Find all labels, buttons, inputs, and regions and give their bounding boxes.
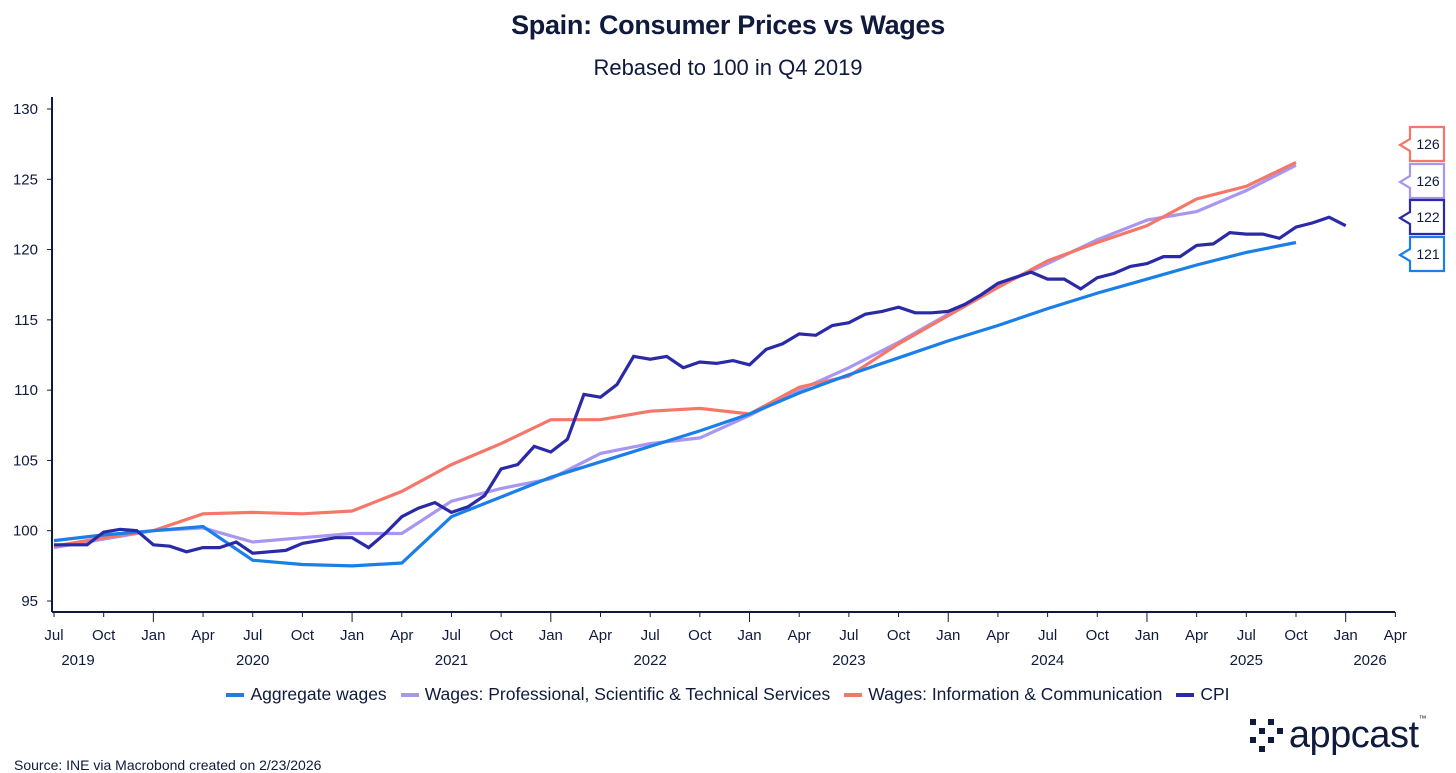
series-line-wages-professional-scientific-technical-services: [53, 163, 1297, 550]
end-label-box: [1397, 198, 1446, 236]
x-tick-label: Jul: [1038, 627, 1057, 644]
end-label-box: [1397, 162, 1446, 200]
end-label-box: [1397, 125, 1446, 163]
series-lines: [53, 160, 1347, 568]
legend-item-info-comm-wages: Wages: Information & Communication: [844, 684, 1162, 705]
x-tick-label: Jan: [737, 627, 761, 644]
y-tick-label: 100: [13, 523, 38, 540]
x-tick-label: Jan: [936, 627, 960, 644]
legend-swatch: [844, 692, 863, 697]
logo-trademark: ™: [1418, 714, 1427, 723]
x-tick-label: Jan: [1334, 627, 1358, 644]
legend-item-aggregate-wages: Aggregate wages: [226, 684, 387, 705]
logo-text: appcast™: [1288, 714, 1427, 757]
legend-swatch: [226, 692, 245, 697]
y-tick-label: 105: [13, 452, 38, 469]
x-tick-label: Apr: [1185, 627, 1208, 644]
x-tick-label: Jul: [1237, 627, 1256, 644]
logo-dots-icon: [1249, 719, 1283, 752]
end-label-value: 122: [1416, 209, 1440, 225]
legend-item-professional-wages: Wages: Professional, Scientific & Techni…: [400, 684, 831, 705]
x-tick-label: Jul: [442, 627, 461, 644]
end-label-value: 126: [1416, 136, 1440, 152]
legend-label: Aggregate wages: [250, 684, 387, 704]
x-tick-label: Jul: [243, 627, 262, 644]
appcast-logo: appcast™: [1249, 714, 1427, 757]
x-tick-label: Jan: [1135, 627, 1159, 644]
legend-label: Wages: Professional, Scientific & Techni…: [424, 684, 831, 704]
x-year-label: 2021: [435, 652, 468, 669]
x-tick-label: Apr: [986, 627, 1009, 644]
y-tick-label: 125: [13, 171, 38, 188]
x-tick-label: Apr: [191, 627, 214, 644]
x-tick-label: Apr: [1384, 627, 1407, 644]
x-year-label: 2020: [236, 652, 269, 669]
legend-swatch: [400, 692, 419, 697]
logo-wordmark: appcast: [1288, 714, 1419, 756]
legend: Aggregate wages Wages: Professional, Sci…: [0, 684, 1456, 705]
y-tick-label: 115: [14, 312, 38, 329]
axes: 95 100 105 110 115 120 125 130 Jul Oct Jan Apr Jul Oc…: [13, 97, 1407, 669]
y-tick-label: 130: [13, 101, 38, 118]
y-tick-label: 120: [13, 242, 38, 259]
legend-label: CPI: [1200, 684, 1230, 704]
end-label-value: 126: [1416, 173, 1440, 189]
series-line-aggregate-wages: [53, 240, 1297, 568]
x-tick-label: Jul: [641, 627, 660, 644]
legend-label: Wages: Information & Communication: [868, 684, 1163, 704]
x-tick-label: Jul: [839, 627, 858, 644]
x-tick-label: Apr: [589, 627, 612, 644]
end-labels: 126 126 122 121: [1397, 125, 1446, 273]
chart-subtitle: Rebased to 100 in Q4 2019: [593, 55, 863, 80]
legend-item-cpi: CPI: [1176, 684, 1230, 705]
x-year-label: 2022: [633, 652, 666, 669]
chart-title: Spain: Consumer Prices vs Wages: [511, 10, 945, 40]
x-tick-label: Oct: [92, 627, 116, 644]
x-tick-label: Apr: [390, 627, 413, 644]
x-tick-label: Jan: [340, 627, 364, 644]
end-label-value: 121: [1416, 246, 1440, 262]
x-tick-label: Oct: [688, 627, 712, 644]
x-tick-label: Oct: [1086, 627, 1110, 644]
x-tick-label: Oct: [1284, 627, 1308, 644]
legend-swatch: [1176, 692, 1195, 697]
source-note: Source: INE via Macrobond created on 2/2…: [14, 757, 322, 773]
end-label-box: [1397, 235, 1446, 273]
x-tick-label: Jan: [141, 627, 165, 644]
x-year-label: 2023: [832, 652, 865, 669]
y-tick-label: 110: [14, 382, 38, 399]
x-tick-label: Oct: [489, 627, 513, 644]
x-year-label: 2025: [1230, 652, 1263, 669]
x-year-label: 2026: [1353, 652, 1386, 669]
y-tick-label: 95: [21, 593, 38, 610]
x-tick-label: Jan: [539, 627, 563, 644]
x-tick-label: Oct: [291, 627, 315, 644]
series-line-wages-information-communication: [53, 160, 1297, 548]
x-tick-label: Apr: [788, 627, 811, 644]
x-year-label: 2024: [1031, 652, 1064, 669]
x-year-label: 2019: [61, 652, 94, 669]
series-line-cpi: [54, 215, 1347, 555]
x-tick-label: Oct: [887, 627, 911, 644]
x-tick-label: Jul: [44, 627, 63, 644]
